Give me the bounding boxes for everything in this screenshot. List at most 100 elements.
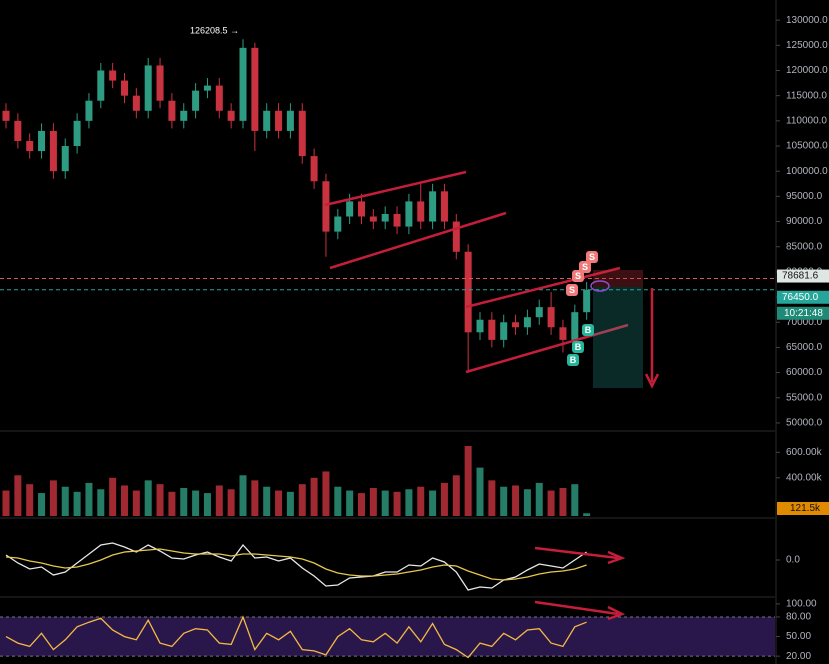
volume-bar [227,489,235,516]
volume-bar [156,484,164,516]
volume-bar [239,475,247,516]
buy-marker [572,341,584,353]
volume-bar [275,490,283,516]
candle-body [251,47,259,131]
channel-line [329,211,507,270]
volume-bar [358,493,365,516]
arrow [534,546,619,560]
y-tick-label: 85000.0 [786,241,823,252]
timer-badge [777,306,829,320]
volume-bar [2,490,10,516]
sell-marker-label: S [569,285,575,295]
volume-badge-label: 121.5k [790,503,821,514]
volume-bar [215,485,223,516]
volume-bar [286,491,294,516]
y-tick-label: 400.00k [786,472,823,483]
candle-body [322,181,330,232]
y-tick-label: 600.00k [786,447,823,458]
volume-bar [369,488,377,516]
volume-bar [583,513,591,516]
sell-marker [572,270,584,282]
price-badge [777,290,829,304]
volume-bar [440,482,448,516]
candle-body [429,191,437,222]
volume-badge [777,502,829,515]
candle-body [203,85,211,91]
y-tick-label: 105000.0 [786,141,828,152]
arrow-head [607,605,626,621]
candle-body [215,85,223,111]
candle-body [180,110,188,121]
volume-bar [476,467,484,516]
candle-body [298,110,306,157]
volume-bar [109,477,117,516]
volume-bar [381,490,389,516]
volume-bar [180,488,188,516]
y-tick-label: 50.00 [786,631,811,642]
y-tick-label: 50000.0 [786,418,823,429]
volume-bar [559,488,567,516]
candle-body [239,47,247,121]
y-tick-label: 95000.0 [786,191,823,202]
volume-bar [535,482,543,516]
candle-body [275,110,283,131]
volume-bar [203,493,211,516]
plot-layer [0,19,780,659]
y-tick-label: 55000.0 [786,392,823,403]
candle-body [61,146,69,172]
candle-body [14,120,22,141]
buy-marker [582,324,594,336]
candle-body [535,307,543,318]
y-tick-label: 0.0 [786,555,800,566]
volume-bar [14,475,22,516]
volume-bar [429,490,437,516]
candle-body [227,110,235,121]
volume-bar [405,489,413,516]
candle-body [488,319,496,340]
candle-body [464,251,472,333]
candle-body [97,70,105,101]
candle-body [358,201,365,217]
volume-bar [512,485,520,516]
candle-body [144,65,152,111]
drawings [324,170,660,621]
volume-bar [85,482,93,516]
y-tick-label: 115000.0 [786,90,827,101]
candle-body [192,90,200,111]
candle-body [369,216,377,222]
sell-marker-label: S [582,262,588,272]
volume-bar [251,480,259,516]
sell-marker-label: S [575,271,581,281]
volume-bar [452,475,460,516]
candle-body [583,289,591,313]
candle-body [2,110,10,121]
volume-bar [310,477,318,516]
candle-body [121,80,128,96]
sell-marker [586,251,598,263]
volume-bar [132,490,140,516]
y-tick-label: 130000.0 [786,15,828,26]
channel-line [465,266,621,309]
candle-body [523,317,531,328]
volume-bar [61,486,69,516]
indicator-line [5,615,587,659]
candle-body [310,156,318,182]
sell-marker-label: S [589,252,595,262]
volume-bar [26,484,34,516]
candle-body [286,110,294,131]
candle-body [393,213,401,227]
volume-bar [346,490,354,516]
candle-body [547,307,555,328]
labels: 130000.0 125000.0 120000.0 115000.0 110000.0… [190,15,829,662]
buy-marker-label: B [570,355,577,365]
price-badge-label: 78681.6 [782,271,819,282]
volume-bar [38,493,46,516]
highlight [590,280,610,292]
volume-bar [571,484,579,516]
candle-body [405,201,413,227]
candle-body [476,319,484,333]
volume-bar [393,491,401,516]
y-tick-label: 100000.0 [786,166,828,177]
candle-body [452,221,460,252]
candle-body [381,213,389,222]
